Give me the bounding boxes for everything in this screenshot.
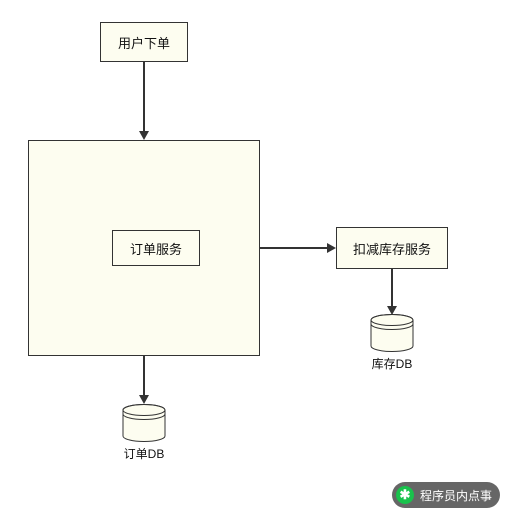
db-label: 库存DB bbox=[370, 355, 414, 372]
edge bbox=[260, 247, 328, 249]
node-user-order: 用户下单 bbox=[100, 22, 188, 62]
db-label: 订单DB bbox=[122, 445, 166, 462]
db-order: 订单DB bbox=[122, 404, 166, 442]
node-order-service: 订单服务 bbox=[112, 230, 200, 266]
arrow-head-icon bbox=[327, 243, 336, 253]
edge bbox=[143, 356, 145, 396]
node-label: 用户下单 bbox=[118, 33, 170, 52]
wechat-icon: ✱ bbox=[396, 486, 414, 504]
arrow-head-icon bbox=[139, 395, 149, 404]
watermark-text: 程序员内点事 bbox=[420, 487, 492, 504]
diagram-canvas: 用户下单 订单服务 扣减库存服务 订单DB bbox=[0, 0, 508, 516]
edge bbox=[391, 269, 393, 307]
db-stock: 库存DB bbox=[370, 314, 414, 352]
node-label: 扣减库存服务 bbox=[353, 239, 431, 258]
node-deduct-service: 扣减库存服务 bbox=[336, 227, 448, 269]
watermark: ✱ 程序员内点事 bbox=[392, 482, 500, 508]
edge bbox=[143, 62, 145, 132]
arrow-head-icon bbox=[139, 131, 149, 140]
node-label: 订单服务 bbox=[130, 239, 182, 258]
